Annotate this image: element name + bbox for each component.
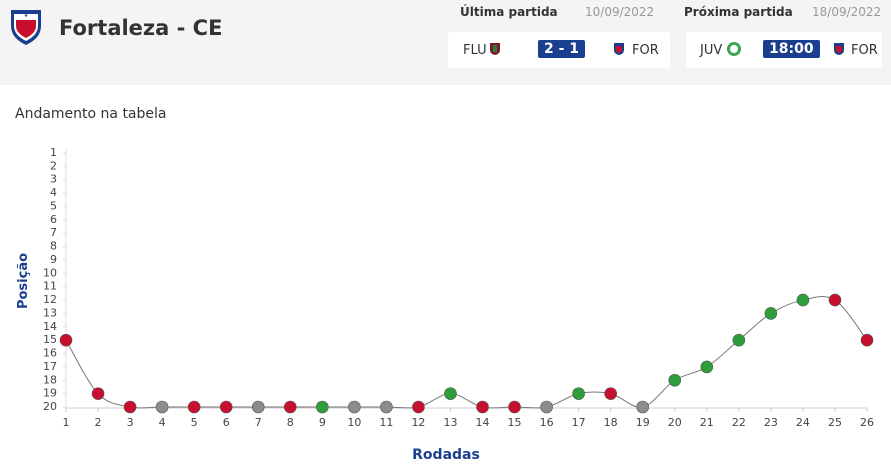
x-tick-label: 16	[540, 416, 554, 429]
x-tick-label: 12	[411, 416, 425, 429]
team-name: Fortaleza - CE	[59, 16, 223, 40]
y-tick-label: 15	[43, 333, 57, 346]
y-tick-label: 4	[50, 186, 57, 199]
round-marker	[828, 293, 842, 307]
y-tick-label: 11	[43, 280, 57, 293]
x-tick-label: 15	[508, 416, 522, 429]
x-tick-label: 18	[604, 416, 618, 429]
next-match[interactable]: JUV 18:00 FOR	[686, 32, 882, 68]
round-marker	[412, 400, 425, 414]
x-tick-label: 7	[255, 416, 262, 429]
last-date: 10/09/2022	[585, 5, 655, 19]
round-marker	[251, 400, 265, 414]
crest	[614, 43, 624, 55]
x-tick-label: 4	[159, 416, 166, 429]
y-tick-label: 2	[50, 159, 57, 172]
x-tick-label: 2	[95, 416, 102, 429]
next-date: 18/09/2022	[812, 5, 882, 19]
team-crest: ★	[11, 10, 41, 45]
round-marker	[508, 400, 521, 414]
x-tick-label: 19	[636, 416, 650, 429]
y-tick-label: 17	[43, 360, 57, 373]
x-tick-label: 1	[63, 416, 70, 429]
y-tick-label: 1	[50, 146, 57, 159]
round-marker	[444, 387, 457, 400]
round-marker	[187, 400, 201, 414]
round-marker	[283, 400, 297, 414]
x-tick-label: 26	[860, 416, 874, 429]
round-marker	[380, 400, 393, 414]
y-tick-label: 19	[43, 387, 57, 400]
y-tick-label: 16	[43, 347, 57, 360]
home-team: FLU	[463, 43, 487, 58]
round-marker	[219, 400, 233, 414]
x-tick-label: 14	[476, 416, 490, 429]
away-team: FOR	[632, 43, 659, 58]
y-tick-label: 3	[50, 173, 57, 186]
round-marker	[572, 387, 585, 400]
x-axis-label: Rodadas	[412, 447, 480, 463]
round-marker	[316, 400, 329, 414]
time: 18:00	[763, 40, 820, 58]
y-tick-label: 13	[43, 306, 57, 319]
x-tick-label: 24	[796, 416, 810, 429]
y-axis-label: Posição	[16, 253, 31, 309]
round-marker	[59, 333, 73, 347]
round-marker	[348, 400, 361, 414]
round-marker	[476, 400, 489, 414]
away-team: FOR	[851, 43, 878, 58]
round-marker	[540, 400, 553, 414]
round-marker	[604, 387, 617, 400]
y-tick-label: 20	[43, 400, 57, 413]
y-tick-label: 7	[50, 226, 57, 239]
x-tick-label: 11	[379, 416, 393, 429]
x-tick-label: 17	[572, 416, 586, 429]
score: 2 - 1	[538, 40, 586, 58]
round-marker	[123, 400, 137, 414]
round-marker	[796, 293, 810, 307]
y-tick-label: 8	[50, 240, 57, 253]
x-tick-label: 9	[319, 416, 326, 429]
round-marker	[732, 333, 746, 347]
round-marker	[764, 307, 778, 320]
round-marker	[155, 400, 169, 414]
x-tick-label: 3	[127, 416, 134, 429]
last-match[interactable]: FLU 2 - 1 FOR	[448, 32, 670, 68]
x-tick-label: 6	[223, 416, 230, 429]
x-tick-label: 20	[668, 416, 682, 429]
round-marker	[700, 360, 714, 374]
last-label: Última partida	[460, 5, 558, 19]
y-tick-label: 6	[50, 213, 57, 226]
y-tick-label: 10	[43, 266, 57, 279]
round-marker	[636, 400, 650, 414]
x-tick-label: 10	[347, 416, 361, 429]
x-tick-label: 22	[732, 416, 746, 429]
x-tick-label: 21	[700, 416, 714, 429]
x-tick-label: 13	[443, 416, 457, 429]
y-tick-label: 12	[43, 293, 57, 306]
x-tick-label: 23	[764, 416, 778, 429]
crest	[490, 43, 500, 55]
y-tick-label: 18	[43, 373, 57, 386]
x-tick-label: 25	[828, 416, 842, 429]
chart: Andamento na tabelaPosiçãoRodadas1234567…	[0, 85, 891, 471]
crest	[727, 42, 741, 56]
x-tick-label: 8	[287, 416, 294, 429]
y-tick-label: 14	[43, 320, 57, 333]
round-marker	[668, 373, 682, 387]
crest	[834, 43, 844, 55]
y-tick-label: 9	[50, 253, 57, 266]
x-tick-label: 5	[191, 416, 198, 429]
next-label: Próxima partida	[684, 5, 793, 19]
round-marker	[860, 333, 874, 347]
y-tick-label: 5	[50, 199, 57, 212]
round-marker	[91, 387, 105, 400]
chart-title: Andamento na tabela	[15, 106, 166, 122]
svg-text:★: ★	[24, 13, 29, 19]
home-team: JUV	[700, 43, 723, 58]
